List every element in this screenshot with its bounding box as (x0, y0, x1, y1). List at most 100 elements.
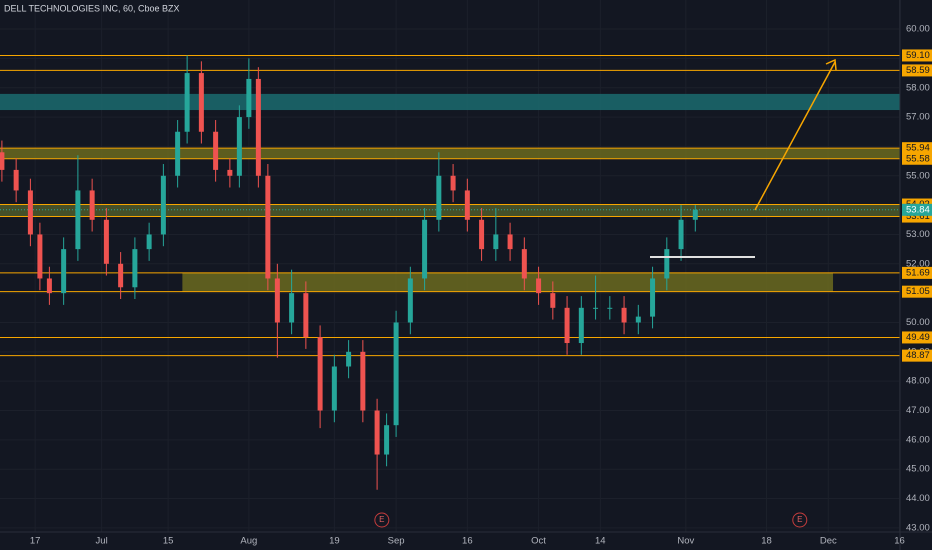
y-tick-label: 58.00 (906, 82, 930, 93)
x-tick-label: Sep (388, 536, 405, 547)
level-price-tag (902, 49, 932, 62)
candle-body (146, 234, 152, 250)
chart-title: DELL TECHNOLOGIES INC, 60, Cboe BZX (4, 3, 180, 13)
last-price-label: 53.84 (906, 204, 930, 215)
candle-body (635, 316, 641, 323)
level-price-label: 58.59 (906, 65, 930, 76)
x-tick-label: 18 (761, 536, 772, 547)
candle-body (536, 278, 542, 294)
candle-body (360, 351, 366, 411)
candle-body (564, 307, 570, 344)
candle-body (692, 209, 698, 220)
level-price-label: 51.69 (906, 267, 930, 278)
candle-body (265, 175, 271, 279)
candle-body (450, 175, 456, 191)
candle-body (550, 293, 556, 308)
x-tick-label: Aug (240, 536, 257, 547)
candle-body (493, 234, 499, 250)
candle-body (422, 219, 428, 279)
y-tick-label: 50.00 (906, 317, 930, 328)
candle-body (27, 190, 33, 235)
candle-body (521, 249, 527, 279)
level-price-tag (902, 64, 932, 77)
candle-body (46, 278, 52, 294)
x-tick-label: 19 (329, 536, 340, 547)
level-price-label: 55.94 (906, 143, 930, 154)
candle-body (407, 278, 413, 323)
level-price-tag (902, 331, 932, 344)
y-tick-label: 47.00 (906, 405, 930, 416)
y-tick-label: 53.00 (906, 229, 930, 240)
candle-body (384, 425, 390, 455)
zone (182, 272, 834, 292)
y-tick-label: 55.00 (906, 170, 930, 181)
candle-body (678, 219, 684, 250)
x-tick-label: 14 (595, 536, 606, 547)
x-tick-label: 16 (894, 536, 905, 547)
earnings-label: E (379, 515, 384, 524)
candle-body (621, 307, 627, 323)
level-price-label: 51.05 (906, 286, 930, 297)
earnings-label: E (797, 515, 802, 524)
candle-body (303, 293, 309, 338)
candle-body (317, 337, 323, 411)
candle-body (374, 410, 380, 455)
candle-body (184, 73, 190, 132)
y-tick-label: 60.00 (906, 24, 930, 35)
arrow-head (825, 58, 837, 71)
candle-body (650, 278, 656, 317)
candle-body (103, 219, 109, 264)
candle-body (13, 169, 19, 191)
level-price-label: 53.61 (906, 211, 930, 222)
level-price-label: 49.49 (906, 332, 930, 343)
level-price-label: 48.87 (906, 350, 930, 361)
zone (0, 204, 900, 217)
candle-body (61, 249, 67, 294)
candle-body (132, 249, 138, 288)
candle-body (89, 190, 95, 220)
level-price-label: 55.58 (906, 153, 930, 164)
earnings-marker (374, 512, 390, 528)
level-price-tag (902, 152, 932, 165)
candle-body (255, 78, 261, 176)
x-tick-label: 17 (30, 536, 41, 547)
candle-body (198, 73, 204, 132)
y-tick-label: 46.00 (906, 434, 930, 445)
candle-body (607, 307, 613, 309)
level-price-tag (902, 142, 932, 155)
zone (0, 148, 900, 159)
candle-body (118, 263, 124, 288)
candle-body (289, 293, 295, 323)
y-tick-label: 45.00 (906, 464, 930, 475)
candle-body (664, 249, 670, 279)
x-tick-label: Jul (96, 536, 108, 547)
earnings-marker (792, 512, 808, 528)
candle-body (331, 366, 337, 411)
y-tick-label: 43.00 (906, 522, 930, 533)
y-tick-label: 48.00 (906, 376, 930, 387)
level-price-tag (902, 285, 932, 298)
y-tick-label: 52.00 (906, 258, 930, 269)
zone (0, 93, 900, 111)
y-tick-label: 44.00 (906, 493, 930, 504)
candle-body (436, 175, 442, 220)
candle-body (0, 152, 5, 170)
candle-body (227, 169, 233, 176)
candle-body (175, 131, 181, 176)
level-price-label: 59.10 (906, 50, 930, 61)
level-price-tag (902, 266, 932, 279)
candle-body (393, 322, 399, 426)
candle-body (75, 190, 81, 250)
candle-body (236, 117, 242, 176)
y-tick-label: 57.00 (906, 112, 930, 123)
candle-body (37, 234, 43, 279)
candle-body (464, 190, 470, 220)
last-price-tag (902, 203, 932, 216)
candle-body (213, 131, 219, 170)
candle-body (160, 175, 166, 235)
candle-body (246, 78, 252, 118)
candle-body (578, 307, 584, 344)
x-tick-label: Dec (820, 536, 837, 547)
x-tick-label: 15 (163, 536, 174, 547)
